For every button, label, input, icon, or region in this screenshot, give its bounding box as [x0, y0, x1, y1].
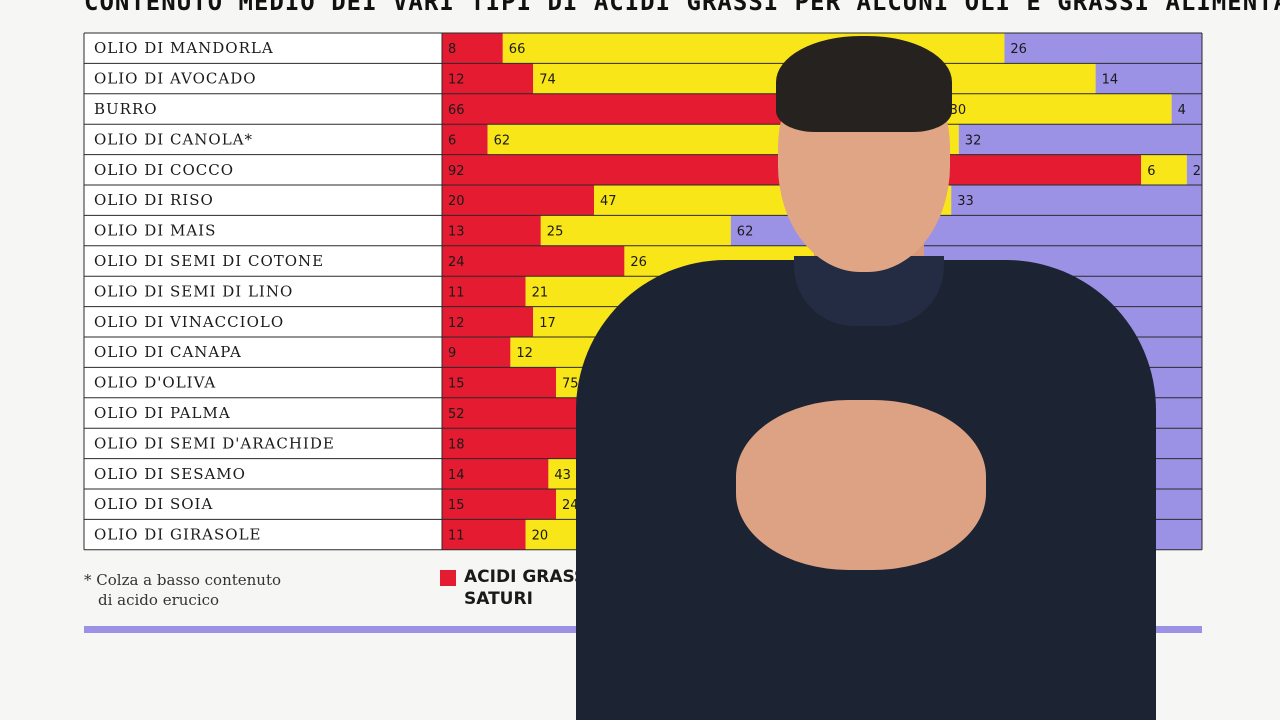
chart-title: CONTENUTO MEDIO DEI VARI TIPI DI ACIDI G… [84, 0, 1280, 16]
data-label: 4 [1178, 103, 1186, 118]
data-label: 6 [448, 133, 456, 148]
row-label: OLIO DI VINACCIOLO [94, 313, 284, 331]
bar-segment [442, 276, 526, 307]
bar-segment [442, 428, 579, 459]
data-label: 52 [448, 407, 465, 422]
legend-label-saturated: ACIDI GRASSI SATURI [464, 567, 593, 609]
data-label: 20 [532, 529, 549, 544]
row-label: OLIO DI CANAPA [94, 343, 242, 361]
data-label: 24 [562, 498, 579, 513]
data-label: 25 [547, 225, 564, 240]
data-label: 32 [965, 133, 982, 148]
data-label: 74 [539, 73, 556, 88]
data-label: 26 [630, 255, 647, 270]
bar-segment [442, 185, 594, 216]
presenter-hair [776, 36, 952, 132]
row-label: OLIO DI MAIS [94, 222, 216, 240]
bar-segment [442, 245, 625, 277]
data-label: 43 [554, 468, 571, 483]
bar-segment [958, 124, 1202, 155]
footnote-line-1: * Colza a basso contenuto [84, 571, 282, 589]
data-label: 13 [448, 225, 465, 240]
bar-segment [442, 63, 534, 94]
bar-segment [442, 306, 534, 337]
data-label: 33 [957, 194, 974, 209]
row-label: OLIO DI MANDORLA [94, 39, 274, 57]
data-label: 30 [950, 103, 967, 118]
legend-swatch-saturated [440, 570, 456, 586]
data-label: 6 [1147, 164, 1155, 179]
row-label: BURRO [94, 100, 158, 118]
data-label: 66 [509, 42, 526, 57]
data-label: 9 [448, 346, 456, 361]
data-label: 20 [448, 194, 465, 209]
presenter-overlay [576, 30, 1156, 720]
bar-segment [442, 458, 549, 489]
data-label: 62 [494, 133, 511, 148]
data-label: 47 [600, 194, 617, 209]
label-column-bg [84, 33, 442, 550]
data-label: 12 [516, 346, 533, 361]
bar-segment [1171, 93, 1202, 125]
data-label: 17 [539, 316, 556, 331]
data-label: 92 [448, 164, 465, 179]
bar-segment [442, 337, 511, 368]
data-label: 12 [448, 316, 465, 331]
row-label: OLIO DI SOIA [94, 495, 213, 513]
data-label: 24 [448, 255, 465, 270]
footnote-line-2: di acido erucico [98, 591, 220, 609]
data-label: 11 [448, 285, 465, 300]
data-label: 21 [532, 285, 549, 300]
row-label: OLIO DI SESAMO [94, 465, 246, 483]
row-label: OLIO DI SEMI DI LINO [94, 282, 293, 300]
data-label: 62 [737, 225, 754, 240]
row-label: OLIO DI SEMI D'ARACHIDE [94, 434, 335, 452]
bar-segment [442, 489, 556, 520]
bar-segment [1141, 154, 1187, 185]
bar-segment [951, 185, 1202, 216]
row-label: OLIO DI GIRASOLE [94, 526, 262, 544]
bar-segment [442, 519, 526, 550]
bar-segment [1004, 33, 1202, 64]
data-label: 8 [448, 42, 456, 57]
data-label: 2 [1193, 164, 1201, 179]
bar-segment [943, 93, 1172, 125]
data-label: 75 [562, 377, 579, 392]
data-label: 11 [448, 529, 465, 544]
data-label: 12 [448, 73, 465, 88]
data-label: 66 [448, 103, 465, 118]
bar-segment [540, 215, 731, 246]
data-label: 18 [448, 437, 465, 452]
row-label: OLIO DI SEMI DI COTONE [94, 252, 324, 270]
bar-segment [442, 124, 488, 155]
bar-segment [442, 33, 503, 64]
data-label: 14 [1102, 73, 1119, 88]
data-label: 15 [448, 377, 465, 392]
row-label: OLIO D'OLIVA [94, 374, 216, 392]
row-label: OLIO DI COCCO [94, 161, 234, 179]
bar-segment [442, 367, 556, 398]
legend-item-saturated: ACIDI GRASSI SATURI [440, 566, 614, 610]
row-label: OLIO DI CANOLA* [94, 130, 253, 148]
row-label: OLIO DI RISO [94, 191, 214, 209]
row-label: OLIO DI PALMA [94, 404, 231, 422]
bar-segment [442, 215, 541, 246]
data-label: 26 [1010, 42, 1027, 57]
data-label: 14 [448, 468, 465, 483]
bar-segment [1186, 154, 1202, 185]
bar-segment [1095, 63, 1202, 94]
footnote: * Colza a basso contenuto di acido eruci… [84, 570, 344, 610]
data-label: 15 [448, 498, 465, 513]
row-label: OLIO DI AVOCADO [94, 70, 257, 88]
presenter-hands [736, 400, 986, 570]
